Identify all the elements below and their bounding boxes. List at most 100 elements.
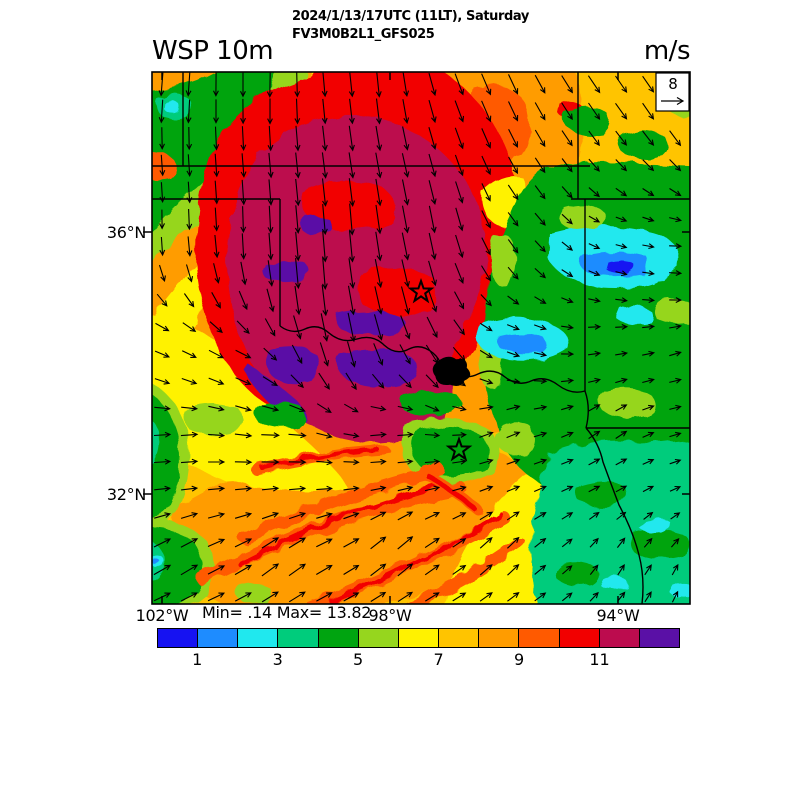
wind-arrow xyxy=(207,512,226,519)
wind-arrow xyxy=(293,315,302,340)
colorbar-cell xyxy=(318,629,359,647)
field-blob xyxy=(236,583,272,604)
colorbar-tick-label: 7 xyxy=(433,650,444,669)
wind-arrow xyxy=(479,592,493,602)
wind-arrow xyxy=(669,350,682,357)
colorbar-tick-label: 3 xyxy=(272,650,283,669)
wind-arrow xyxy=(321,204,328,236)
wind-arrow xyxy=(213,153,220,178)
wind-arrow xyxy=(588,297,601,304)
wind-arrow xyxy=(370,405,387,412)
field-blob xyxy=(255,403,305,429)
wind-arrow xyxy=(159,182,166,204)
wind-arrow xyxy=(234,538,253,548)
wind-arrow xyxy=(615,430,628,439)
wind-arrow xyxy=(428,127,437,150)
colorbar-cell xyxy=(639,629,680,647)
wind-arrow xyxy=(534,267,547,279)
wind-arrow xyxy=(375,98,382,125)
wind-arrow xyxy=(261,563,280,577)
reference-arrow-icon xyxy=(661,96,685,106)
wind-arrow xyxy=(669,188,682,197)
wind-arrow xyxy=(185,99,192,124)
wind-arrow xyxy=(428,72,437,97)
wind-arrow xyxy=(347,285,356,316)
wind-arrow xyxy=(589,591,599,602)
field-blob xyxy=(490,234,516,288)
wind-arrow xyxy=(213,180,220,205)
wind-arrow xyxy=(159,127,165,151)
wind-arrow xyxy=(370,591,387,602)
colorbar xyxy=(157,628,680,648)
wind-arrow xyxy=(240,261,248,286)
wind-arrow xyxy=(669,159,682,172)
wind-arrow xyxy=(321,178,328,207)
wind-arrow xyxy=(261,485,280,492)
wind-arrow xyxy=(452,592,467,602)
wind-arrow xyxy=(479,349,493,359)
wind-arrow xyxy=(507,536,520,549)
wind-arrow xyxy=(180,538,199,548)
wind-arrow xyxy=(316,512,333,519)
field-blob xyxy=(299,215,332,234)
wind-arrow xyxy=(240,98,246,125)
wind-arrow xyxy=(561,102,573,121)
wind-arrow xyxy=(154,405,171,412)
field-blob xyxy=(600,576,627,591)
wind-arrow xyxy=(561,458,574,465)
wind-arrow xyxy=(588,485,601,493)
colorbar-cell xyxy=(439,629,480,647)
wind-arrow xyxy=(615,270,628,277)
wind-arrow xyxy=(321,230,328,263)
wind-arrow xyxy=(428,153,437,178)
wind-arrow xyxy=(561,512,574,520)
wind-arrow xyxy=(507,563,520,576)
wind-arrow xyxy=(154,512,171,519)
wind-arrow xyxy=(213,234,220,259)
wind-arrow xyxy=(481,237,491,256)
wind-arrow xyxy=(348,98,355,125)
wind-arrow xyxy=(616,511,627,520)
wind-arrow xyxy=(180,592,198,602)
wind-arrow xyxy=(316,592,333,602)
wind-arrow xyxy=(181,405,199,412)
wind-arrow xyxy=(397,405,414,412)
wind-arrow xyxy=(240,126,247,152)
wind-arrow xyxy=(452,431,467,438)
wind-arrow xyxy=(186,126,193,151)
wind-arrow xyxy=(321,152,328,179)
wind-arrow xyxy=(588,187,601,198)
wind-arrow xyxy=(288,537,307,549)
wind-arrow xyxy=(481,155,491,176)
wind-arrow xyxy=(294,178,301,207)
wind-arrow xyxy=(370,485,387,492)
wind-arrow xyxy=(588,158,600,172)
wind-arrow xyxy=(588,458,601,466)
wind-arrow xyxy=(643,511,654,520)
wind-arrow xyxy=(561,351,575,357)
variable-label: WSP 10m xyxy=(152,36,274,66)
wind-arrow xyxy=(321,72,328,98)
wind-arrow xyxy=(561,538,573,548)
wind-arrow xyxy=(398,374,412,389)
wind-arrow xyxy=(234,592,252,602)
field-blob xyxy=(265,346,320,384)
wind-arrow xyxy=(401,259,410,288)
wind-arrow xyxy=(424,512,441,520)
wind-arrow xyxy=(561,75,573,94)
wind-arrow xyxy=(294,205,301,234)
wind-arrow xyxy=(506,431,521,439)
wind-arrow xyxy=(345,372,357,391)
wind-arrow xyxy=(669,297,683,303)
field-blob xyxy=(575,480,626,508)
wind-arrow xyxy=(373,343,384,366)
wind-arrow xyxy=(294,231,301,262)
wind-arrow xyxy=(669,377,682,384)
map-canvas xyxy=(143,71,691,605)
wind-arrow xyxy=(316,564,333,575)
wind-arrow xyxy=(615,102,628,120)
wind-arrow xyxy=(288,512,307,520)
wind-arrow xyxy=(561,592,573,602)
wind-arrow xyxy=(506,404,521,411)
colorbar-cell xyxy=(479,629,520,647)
